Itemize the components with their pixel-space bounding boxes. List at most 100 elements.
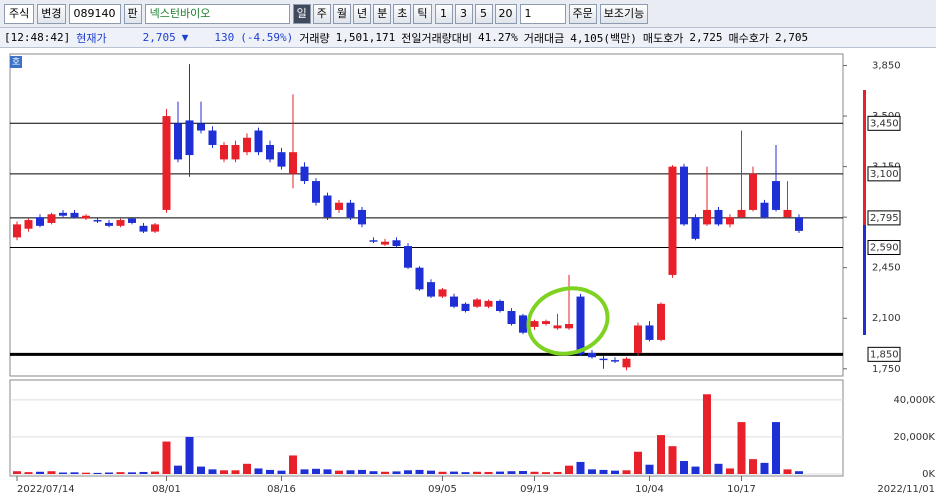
volume-bar [128, 472, 136, 474]
amount: 4,105(백만) [570, 31, 637, 45]
vol-ratio-label: 전일거래량대비 [401, 31, 473, 45]
candle-body [266, 144, 274, 160]
volume-bar [312, 468, 320, 474]
order-button[interactable]: 주문 [568, 3, 597, 24]
volume-bar [162, 441, 171, 474]
period-button[interactable]: 분 [373, 3, 392, 24]
candle-body [116, 220, 125, 226]
volume-bar [496, 471, 504, 474]
candle-body [82, 215, 90, 219]
level-box [867, 239, 901, 255]
candle-body [473, 299, 481, 307]
count-button[interactable]: 5 [474, 3, 493, 24]
volume-bar [70, 472, 79, 474]
candle-body [760, 202, 769, 218]
highlight-circle [526, 286, 610, 356]
candle-body [622, 358, 631, 368]
volume-bar [530, 471, 539, 474]
time: [12:48:42] [4, 31, 71, 44]
candle-body [392, 240, 401, 247]
candle-body [335, 202, 343, 210]
candle-body [208, 130, 217, 145]
volume-bar [82, 472, 90, 474]
candle-body [450, 296, 458, 307]
candle-body [289, 152, 297, 174]
volume-bar [381, 471, 389, 474]
market-select[interactable]: 주식 [4, 3, 35, 24]
period-button[interactable]: 월 [332, 3, 351, 24]
volume-bar [13, 471, 21, 474]
candle-body [36, 217, 44, 226]
volume-bar [622, 470, 631, 474]
count-button[interactable]: 1 [434, 3, 453, 24]
candle-body [220, 144, 228, 160]
pan-button[interactable]: 판 [123, 3, 142, 24]
volume-bar [565, 465, 573, 474]
candle-body [507, 311, 516, 325]
candle-body [737, 209, 746, 218]
ask-label: 매도호가 [642, 31, 684, 45]
candle-body [93, 220, 102, 222]
x-tick-label: 09/05 [428, 484, 457, 495]
level-label: 2,795 [870, 213, 899, 224]
candle-body [588, 352, 596, 358]
candle-body [128, 218, 136, 223]
volume-bar [415, 469, 424, 474]
level-label: 2,590 [870, 242, 899, 253]
y-tick-label: 1,750 [872, 364, 901, 375]
candle-body [427, 282, 435, 297]
candle-body [404, 246, 412, 268]
candle-body [553, 325, 562, 329]
count-field[interactable]: 1 [519, 3, 566, 24]
y-tick-label: 20,000K [893, 432, 935, 443]
count-button[interactable]: 3 [454, 3, 473, 24]
candle-body [714, 209, 723, 225]
period-button[interactable]: 초 [393, 3, 412, 24]
period-button[interactable]: 주 [312, 3, 331, 24]
volume-bar [323, 469, 332, 474]
count-button[interactable]: 20 [494, 3, 517, 24]
candle-body [691, 217, 700, 239]
candle-body [657, 303, 665, 340]
volume-bar [714, 463, 723, 474]
candle-body [70, 212, 79, 218]
candle-body [346, 202, 355, 218]
volume-bar [726, 468, 734, 474]
change-button[interactable]: 변경 [37, 3, 66, 24]
x-tick-label: 10/04 [635, 484, 664, 495]
candle-body [47, 214, 56, 223]
x-tick-label: 10/17 [727, 484, 756, 495]
volume-bar [783, 469, 792, 474]
volume-bar [749, 459, 757, 474]
volume-bar [461, 472, 470, 474]
arrow: ▼ [181, 31, 189, 44]
volume-bar [59, 472, 67, 474]
candle-body [151, 224, 159, 232]
candle-body [323, 195, 332, 218]
volume-bar [116, 472, 125, 474]
candle-body [461, 303, 470, 312]
candle-body [680, 166, 688, 225]
candle-body [530, 321, 539, 327]
volume-bar [300, 469, 309, 474]
panel-tag-box [10, 56, 22, 68]
code-field[interactable]: 089140 [68, 3, 121, 24]
period-button[interactable]: 틱 [413, 3, 432, 24]
volume-bar [243, 463, 251, 474]
aux-button[interactable]: 보조기능 [599, 3, 649, 24]
candle-body [599, 358, 608, 361]
volume-bar [197, 466, 205, 474]
candle-body [611, 360, 619, 362]
level-box [867, 346, 901, 362]
stock-name: 넥스턴바이오 [144, 3, 290, 24]
period-button[interactable]: 년 [353, 3, 372, 24]
candle-body [139, 225, 148, 232]
period-button[interactable]: 일 [292, 3, 311, 24]
volume-bar [473, 471, 481, 474]
volume-bar [392, 471, 401, 474]
candle-body [726, 217, 734, 225]
volume-bar [611, 470, 619, 474]
volume-bar [404, 470, 412, 474]
volume-bar [369, 471, 378, 474]
bid: 2,705 [774, 31, 809, 44]
